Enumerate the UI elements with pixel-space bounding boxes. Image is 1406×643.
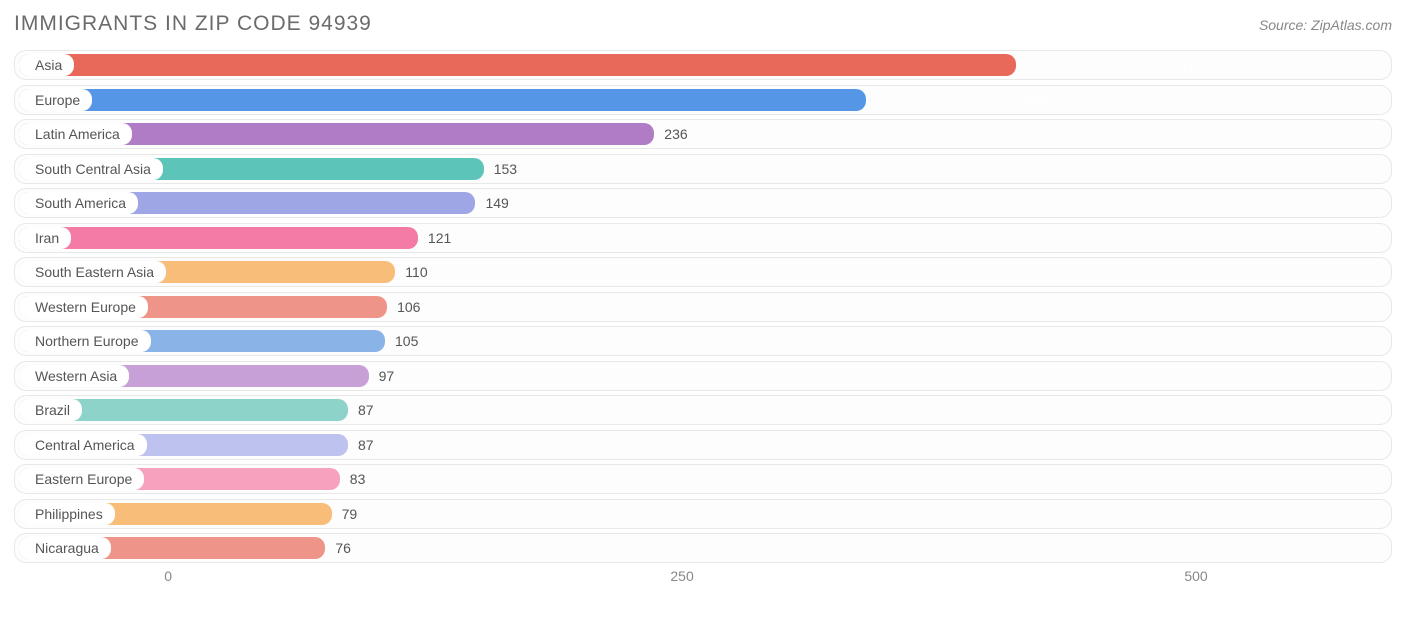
bar-row: South Eastern Asia 110 xyxy=(14,257,1392,287)
value-label: 76 xyxy=(335,534,351,562)
category-label: Central America xyxy=(19,434,147,456)
value-label: 153 xyxy=(494,155,517,183)
value-label: 87 xyxy=(358,396,374,424)
bar xyxy=(19,227,418,249)
category-label: Nicaragua xyxy=(19,537,111,559)
category-label: Northern Europe xyxy=(19,330,151,352)
chart-area: Asia 412 Europe 339 Latin America 236 South Ce… xyxy=(14,50,1392,563)
bar-row: Iran 121 xyxy=(14,223,1392,253)
bar-row: Asia 412 xyxy=(14,50,1392,80)
axis-tick: 500 xyxy=(1184,568,1207,584)
bar-row: Eastern Europe 83 xyxy=(14,464,1392,494)
value-label: 83 xyxy=(350,465,366,493)
category-label: South Central Asia xyxy=(19,158,163,180)
category-label: South Eastern Asia xyxy=(19,261,166,283)
bar xyxy=(19,54,1016,76)
value-label: 236 xyxy=(664,120,687,148)
category-label: Brazil xyxy=(19,399,82,421)
value-label: 87 xyxy=(358,431,374,459)
bar-row: Northern Europe 105 xyxy=(14,326,1392,356)
value-label: 79 xyxy=(342,500,358,528)
value-label: 106 xyxy=(397,293,420,321)
category-label: South America xyxy=(19,192,138,214)
value-label: 339 xyxy=(1023,86,1046,114)
chart-source: Source: ZipAtlas.com xyxy=(1259,17,1392,33)
bar-row: Western Asia 97 xyxy=(14,361,1392,391)
axis-tick: 250 xyxy=(670,568,693,584)
bar-row: Latin America 236 xyxy=(14,119,1392,149)
chart-title: IMMIGRANTS IN ZIP CODE 94939 xyxy=(14,12,372,36)
bar-row: Philippines 79 xyxy=(14,499,1392,529)
bar-row: Nicaragua 76 xyxy=(14,533,1392,563)
axis-tick: 0 xyxy=(164,568,172,584)
value-label: 412 xyxy=(1173,51,1196,79)
value-label: 105 xyxy=(395,327,418,355)
value-label: 121 xyxy=(428,224,451,252)
category-label: Eastern Europe xyxy=(19,468,144,490)
bar xyxy=(19,89,866,111)
category-label: Western Asia xyxy=(19,365,129,387)
value-label: 110 xyxy=(405,258,427,286)
category-label: Latin America xyxy=(19,123,132,145)
value-label: 97 xyxy=(379,362,395,390)
category-label: Iran xyxy=(19,227,71,249)
x-axis: 0 250 500 xyxy=(14,568,1392,592)
bar-row: Central America 87 xyxy=(14,430,1392,460)
category-label: Philippines xyxy=(19,503,115,525)
bar-row: Brazil 87 xyxy=(14,395,1392,425)
category-label: Asia xyxy=(19,54,74,76)
bar-row: Western Europe 106 xyxy=(14,292,1392,322)
chart-header: IMMIGRANTS IN ZIP CODE 94939 Source: Zip… xyxy=(14,12,1392,36)
bar-row: South Central Asia 153 xyxy=(14,154,1392,184)
value-label: 149 xyxy=(485,189,508,217)
bar-row: Europe 339 xyxy=(14,85,1392,115)
category-label: Western Europe xyxy=(19,296,148,318)
bar-row: South America 149 xyxy=(14,188,1392,218)
category-label: Europe xyxy=(19,89,92,111)
